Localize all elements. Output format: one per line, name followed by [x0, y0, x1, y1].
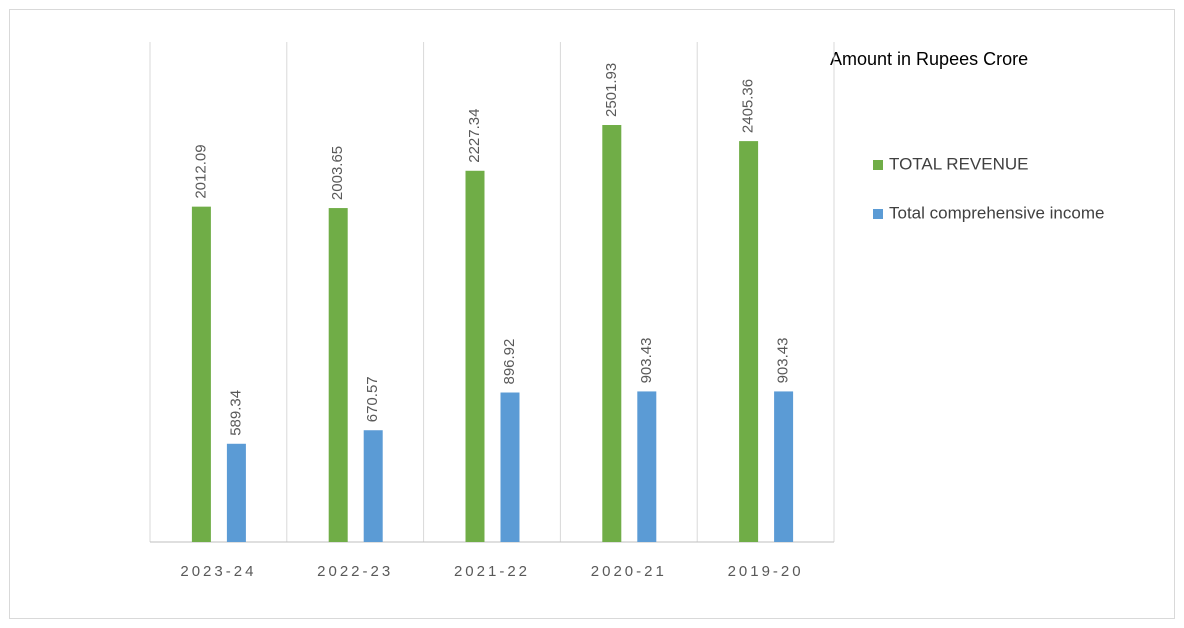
bar — [500, 392, 520, 542]
data-label: 2003.65 — [329, 146, 346, 200]
bar — [739, 141, 759, 542]
x-tick-label: 2022-23 — [317, 563, 393, 580]
data-label: 670.57 — [364, 376, 381, 422]
bar — [191, 206, 211, 542]
bar — [602, 125, 622, 543]
bar — [328, 208, 348, 542]
legend-swatch — [873, 160, 883, 170]
x-tick-label: 2023-24 — [180, 563, 256, 580]
legend-label: TOTAL REVENUE — [889, 154, 1029, 173]
bar — [465, 170, 485, 542]
data-label: 2501.93 — [603, 63, 620, 117]
bar — [363, 430, 383, 542]
data-label: 903.43 — [775, 338, 792, 384]
bar — [774, 391, 794, 542]
data-label: 896.92 — [501, 339, 518, 385]
data-label: 2405.36 — [740, 79, 757, 133]
chart-border — [9, 9, 1175, 619]
legend-label: Total comprehensive income — [889, 203, 1104, 222]
data-label: 589.34 — [227, 390, 244, 436]
x-tick-label: 2021-22 — [454, 563, 530, 580]
data-label: 2012.09 — [192, 144, 209, 198]
bar — [637, 391, 657, 542]
x-tick-label: 2019-20 — [728, 563, 804, 580]
x-tick-label: 2020-21 — [591, 563, 667, 580]
data-label: 903.43 — [638, 338, 655, 384]
legend-swatch — [873, 209, 883, 219]
bar — [226, 443, 246, 542]
data-label: 2227.34 — [466, 109, 483, 163]
chart-title: Amount in Rupees Crore — [830, 49, 1028, 69]
